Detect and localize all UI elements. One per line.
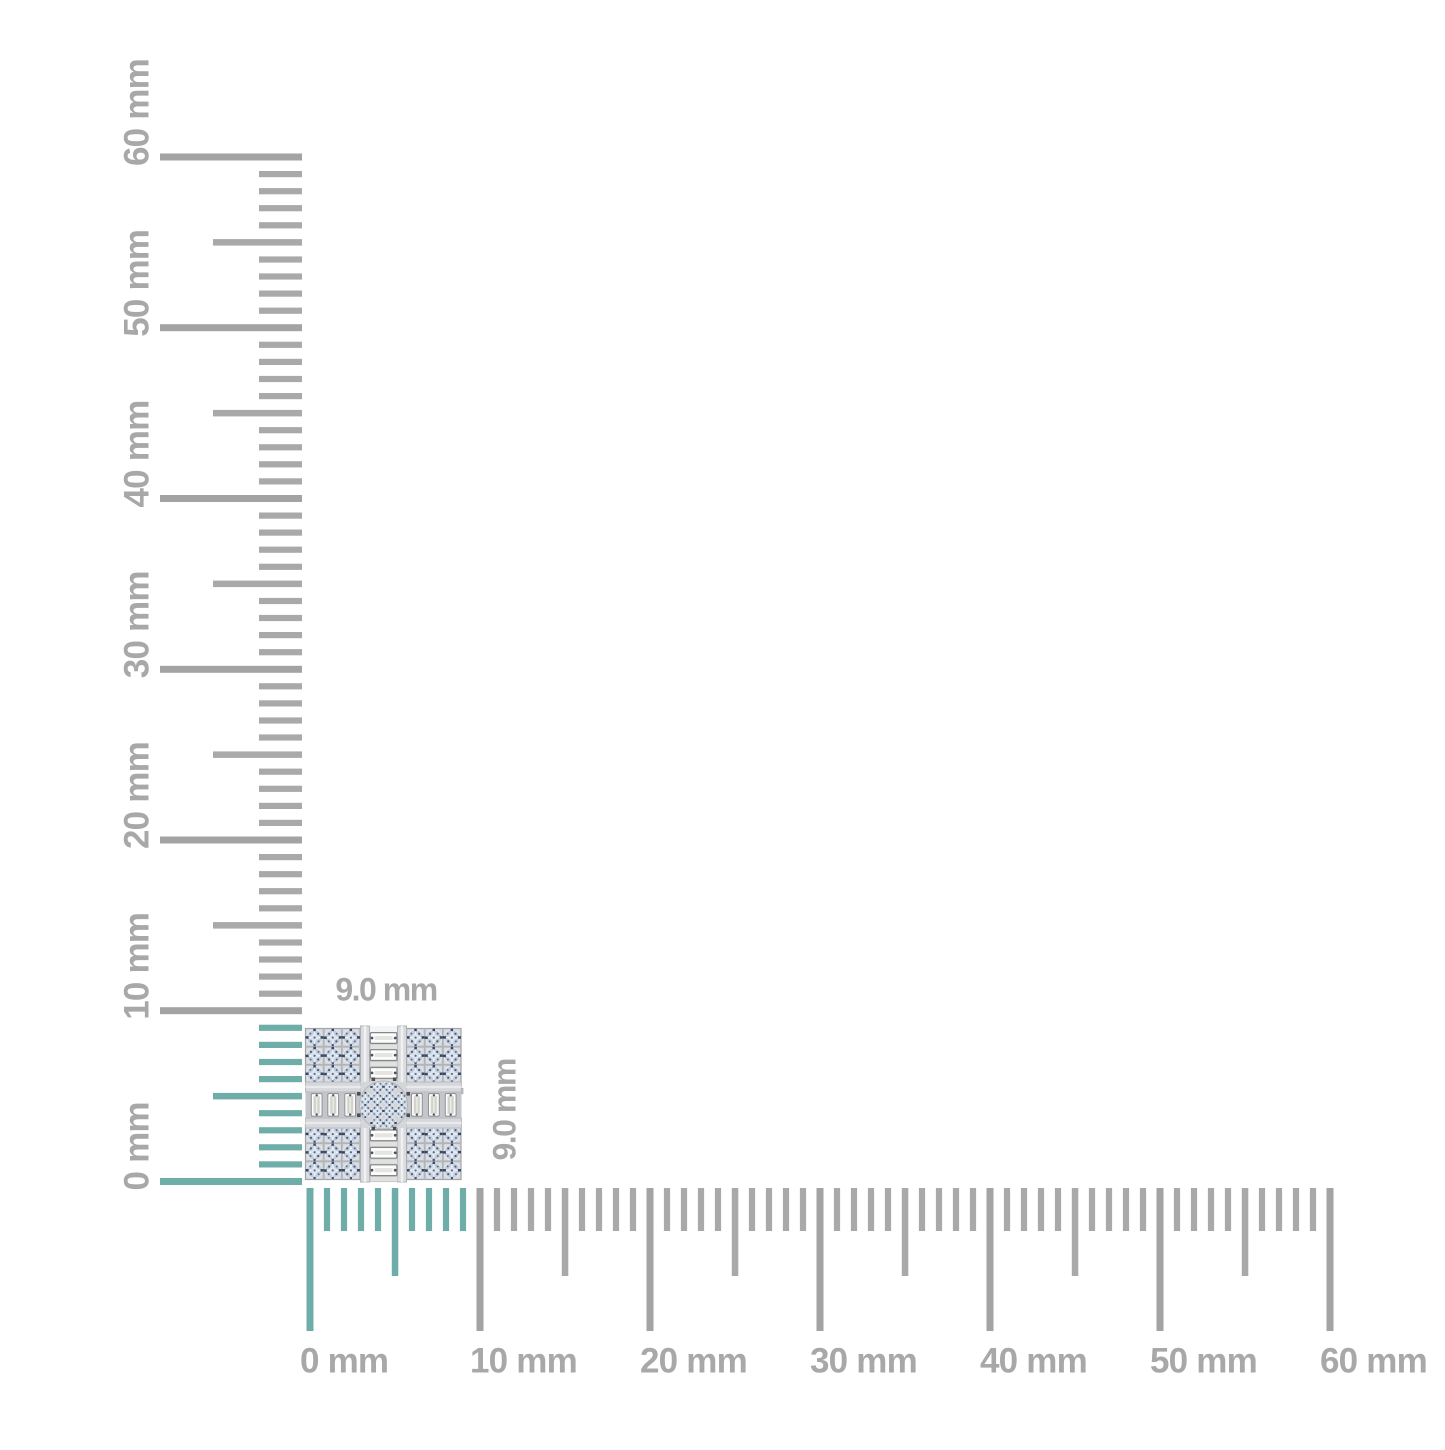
svg-text:10 mm: 10 mm: [470, 1342, 577, 1381]
svg-text:60 mm: 60 mm: [118, 59, 157, 166]
svg-text:0 mm: 0 mm: [300, 1342, 388, 1381]
svg-text:30 mm: 30 mm: [810, 1342, 917, 1381]
svg-text:9.0 mm: 9.0 mm: [335, 972, 436, 1008]
svg-text:30 mm: 30 mm: [118, 571, 157, 678]
svg-text:50 mm: 50 mm: [118, 230, 157, 337]
svg-text:50 mm: 50 mm: [1150, 1342, 1257, 1381]
svg-text:20 mm: 20 mm: [118, 742, 157, 849]
svg-text:40 mm: 40 mm: [118, 401, 157, 508]
svg-text:40 mm: 40 mm: [980, 1342, 1087, 1381]
svg-text:60 mm: 60 mm: [1320, 1342, 1427, 1381]
svg-text:10 mm: 10 mm: [118, 913, 157, 1020]
svg-text:20 mm: 20 mm: [640, 1342, 747, 1381]
svg-text:0 mm: 0 mm: [118, 1102, 157, 1190]
svg-text:9.0 mm: 9.0 mm: [487, 1059, 523, 1160]
